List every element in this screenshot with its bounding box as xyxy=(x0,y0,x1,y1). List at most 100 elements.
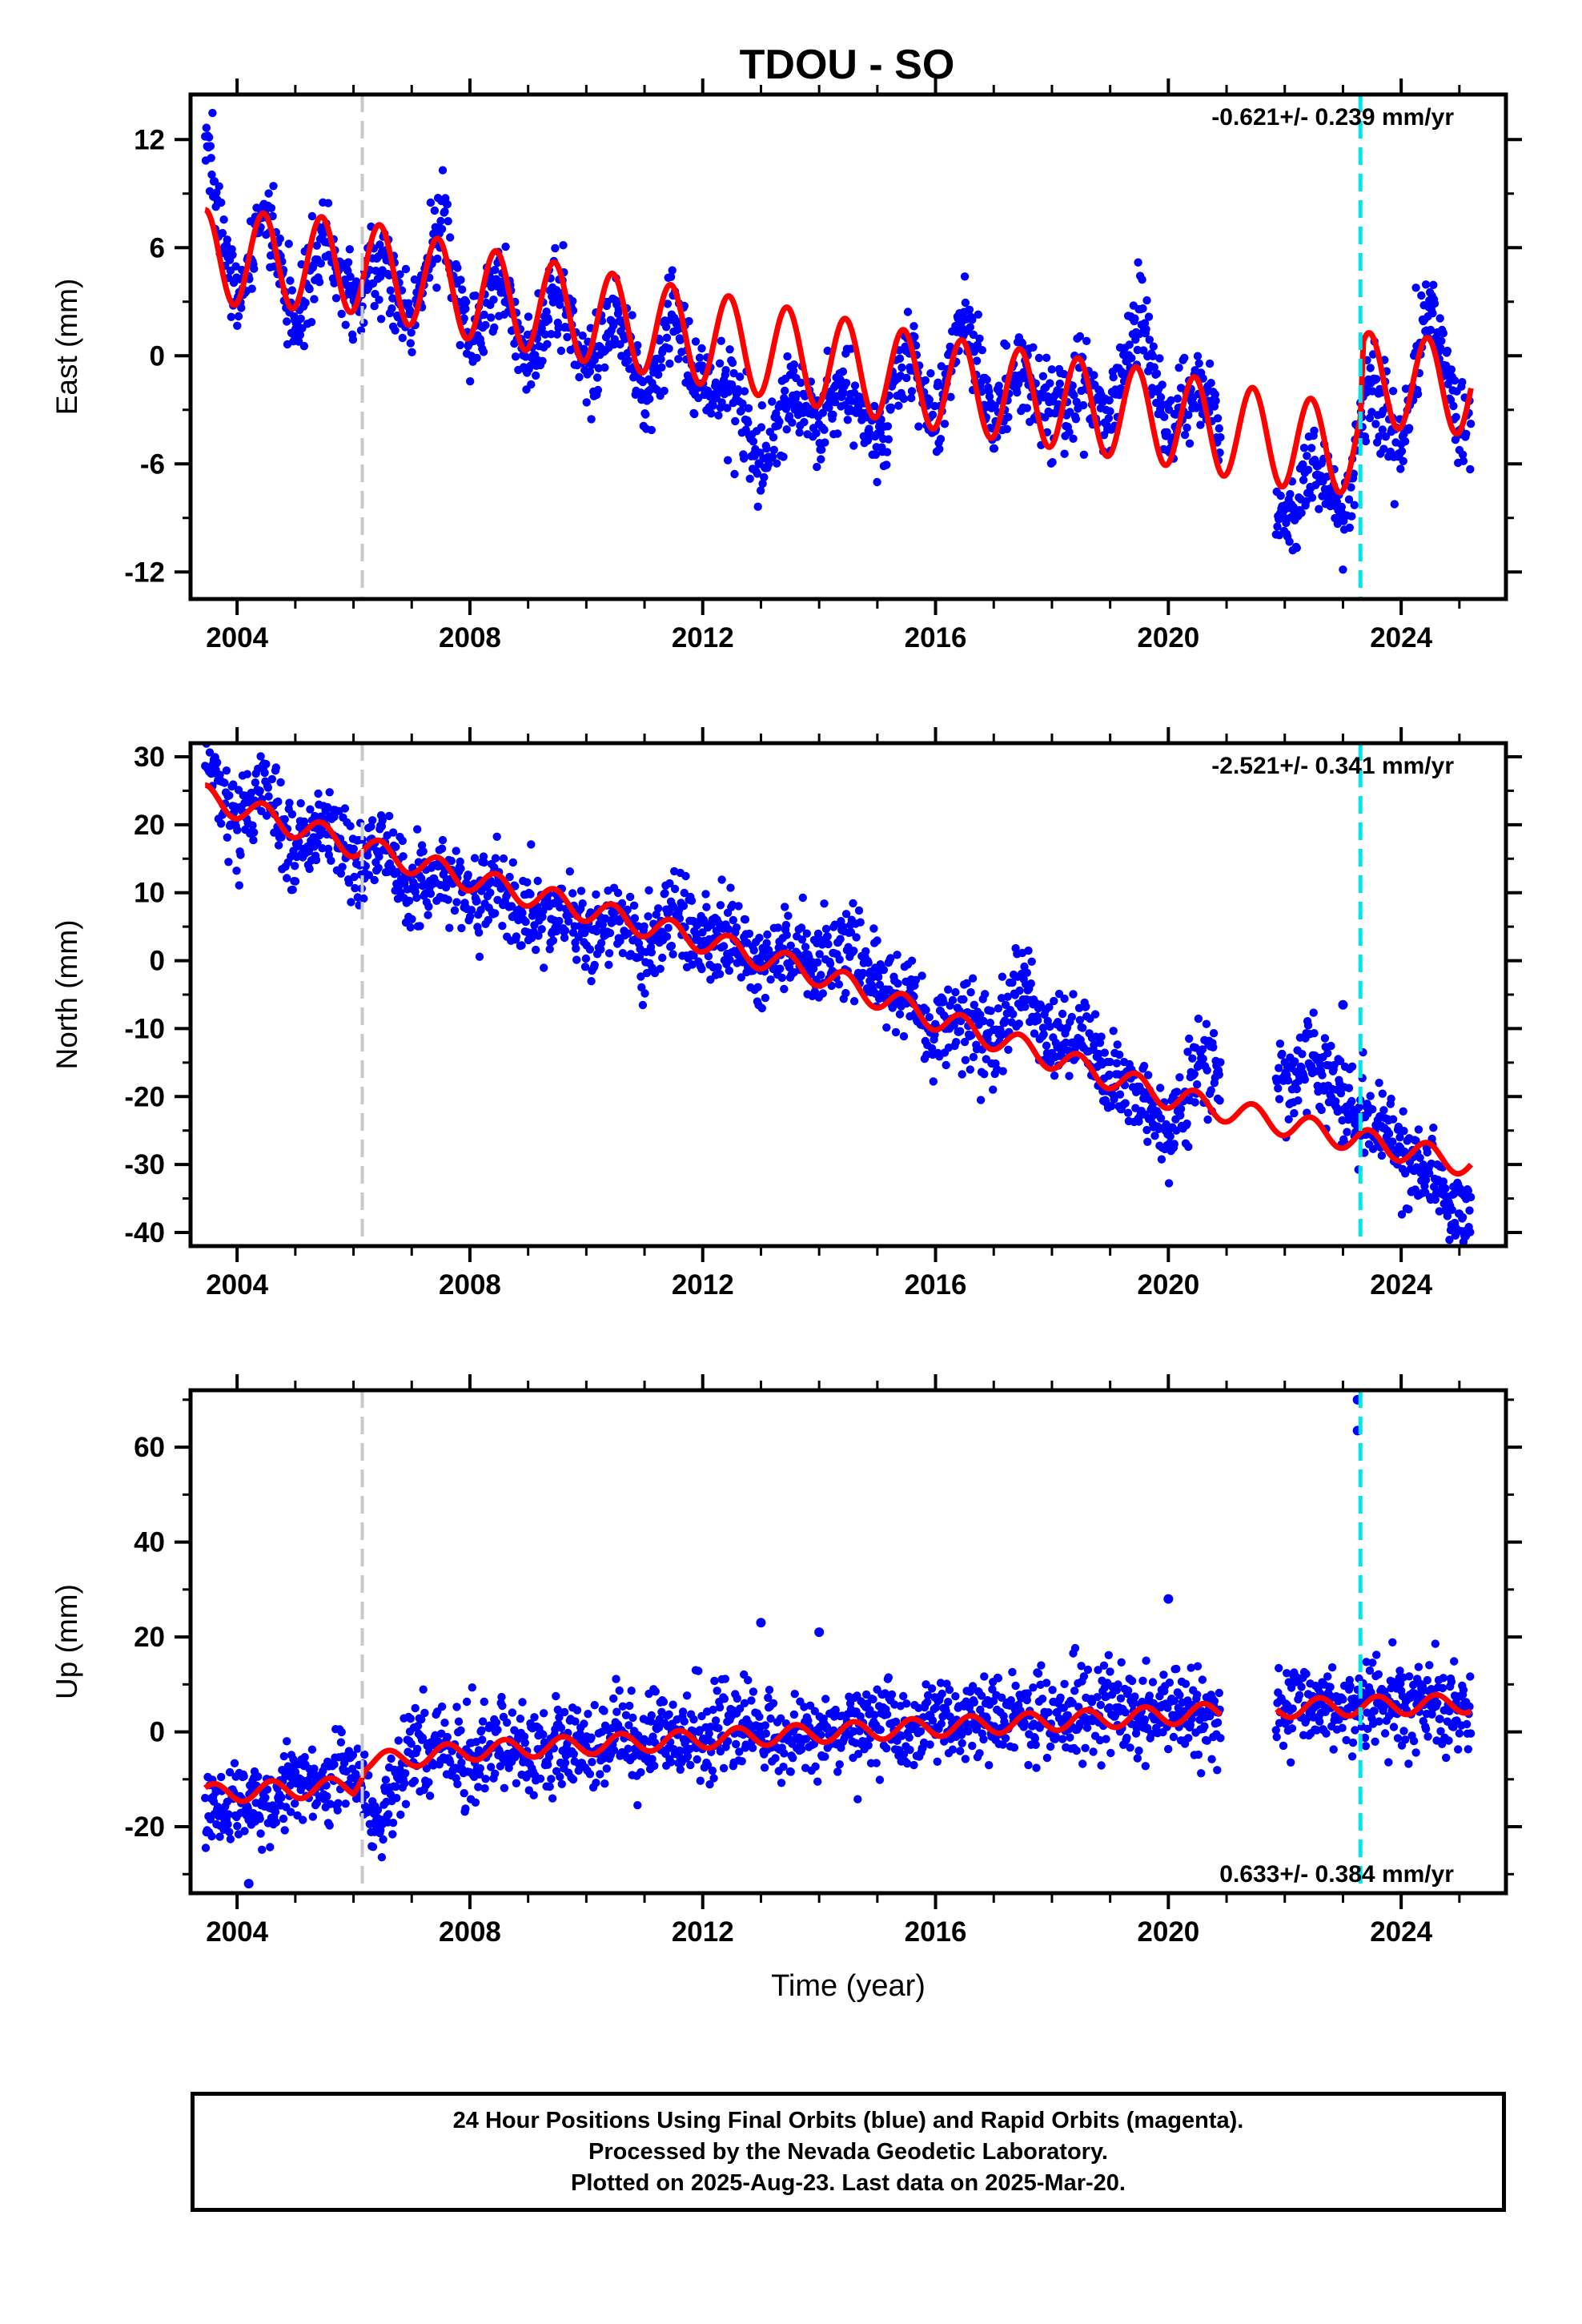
data-point xyxy=(779,452,788,461)
data-point xyxy=(503,1718,512,1727)
data-point xyxy=(569,1750,578,1759)
x-tick-label: 2008 xyxy=(439,1269,501,1301)
data-point xyxy=(596,1770,604,1779)
data-point xyxy=(665,1710,673,1719)
x-tick-label: 2024 xyxy=(1370,622,1432,653)
data-point xyxy=(486,888,495,897)
data-point xyxy=(624,356,632,365)
rate-label: -0.621+/- 0.239 mm/yr xyxy=(1211,104,1454,131)
data-point xyxy=(401,264,411,274)
data-point xyxy=(726,883,735,892)
data-point xyxy=(371,266,380,275)
data-point xyxy=(817,455,825,464)
data-point xyxy=(838,367,848,376)
data-point xyxy=(392,867,402,877)
data-point xyxy=(741,915,750,924)
data-point xyxy=(811,1762,820,1771)
data-point xyxy=(368,816,377,825)
data-point xyxy=(861,947,870,956)
data-point xyxy=(1344,1084,1354,1092)
data-point xyxy=(347,898,355,907)
x-axis: 2004 2008 2012 2016 2020 2024 xyxy=(206,727,1461,1301)
data-point xyxy=(1185,439,1195,448)
data-point xyxy=(1347,1096,1356,1106)
data-point xyxy=(493,1725,502,1735)
data-point xyxy=(461,1804,470,1813)
data-point xyxy=(444,895,452,904)
data-point xyxy=(1302,497,1311,506)
data-point xyxy=(665,879,674,888)
data-point xyxy=(788,418,797,427)
data-point xyxy=(790,1690,799,1699)
data-point xyxy=(625,1701,634,1711)
data-point xyxy=(340,804,350,813)
data-point xyxy=(1401,437,1410,446)
data-point xyxy=(264,189,273,198)
data-point xyxy=(314,789,323,798)
data-point xyxy=(719,1763,729,1773)
data-point xyxy=(419,847,428,856)
data-point xyxy=(1307,493,1317,502)
data-point xyxy=(714,411,723,420)
data-point xyxy=(540,330,550,339)
data-point xyxy=(445,923,454,932)
data-point xyxy=(638,1000,648,1010)
data-point xyxy=(1125,340,1134,349)
data-point xyxy=(789,1754,797,1763)
data-point xyxy=(443,1732,452,1742)
data-point xyxy=(406,923,415,932)
data-point xyxy=(874,972,883,982)
data-point xyxy=(1379,1106,1388,1115)
data-point xyxy=(446,233,455,242)
data-point xyxy=(946,392,955,401)
data-point xyxy=(736,372,745,381)
data-point xyxy=(285,798,294,807)
data-point xyxy=(376,315,386,324)
data-point xyxy=(854,906,864,915)
data-point xyxy=(532,371,540,380)
data-point xyxy=(472,897,481,906)
data-point xyxy=(795,428,804,437)
data-point xyxy=(500,1783,509,1792)
data-point xyxy=(948,995,958,1005)
data-point xyxy=(396,1810,405,1819)
data-point xyxy=(818,989,827,998)
data-point xyxy=(630,914,640,923)
data-point xyxy=(969,1052,978,1062)
data-point xyxy=(215,770,224,779)
data-point xyxy=(552,1691,560,1701)
data-point xyxy=(1439,328,1448,338)
data-point xyxy=(1071,415,1081,424)
data-point xyxy=(715,359,725,368)
data-point xyxy=(412,882,420,891)
data-point xyxy=(813,1777,822,1786)
data-point xyxy=(338,862,347,871)
data-point xyxy=(375,240,384,249)
x-tick-label: 2020 xyxy=(1137,622,1199,653)
data-point xyxy=(1069,990,1078,999)
data-point xyxy=(411,1703,420,1713)
data-point xyxy=(416,922,424,931)
plot-area xyxy=(201,743,1476,1246)
data-point xyxy=(921,1005,930,1015)
data-point xyxy=(498,922,507,931)
y-tick-label: -6 xyxy=(140,448,165,480)
data-point xyxy=(798,893,807,903)
data-point xyxy=(914,422,923,431)
y-tick-label: -20 xyxy=(124,1081,165,1112)
data-point xyxy=(830,920,840,929)
data-point xyxy=(1375,432,1383,441)
data-point xyxy=(813,929,823,939)
data-point xyxy=(1164,1179,1174,1188)
data-point xyxy=(480,1697,488,1707)
data-point xyxy=(697,964,706,974)
data-point xyxy=(921,376,930,385)
data-point xyxy=(1115,1090,1125,1099)
data-point xyxy=(969,330,978,340)
data-point xyxy=(1317,1105,1326,1115)
data-point xyxy=(663,300,673,308)
data-point xyxy=(959,995,968,1004)
data-point xyxy=(1150,363,1158,372)
data-point xyxy=(797,378,805,388)
data-point xyxy=(761,993,770,1003)
